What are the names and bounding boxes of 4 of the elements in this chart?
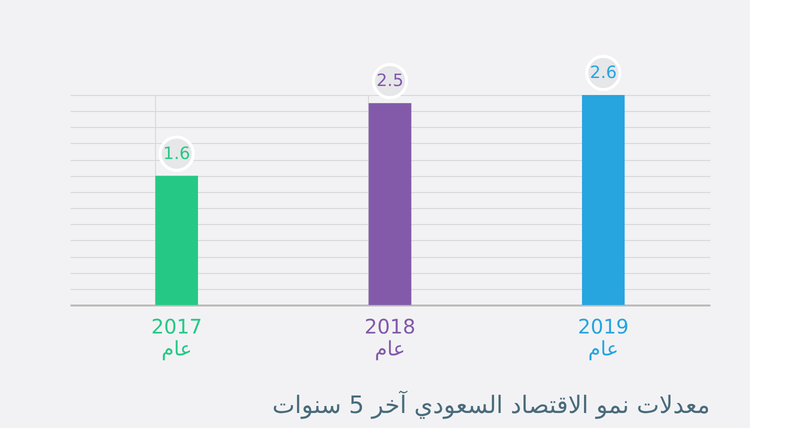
data-label: 1.6 (163, 144, 190, 164)
data-label: 2.6 (590, 63, 617, 83)
data-label: 2.5 (376, 71, 404, 92)
text: معدلات نمو الاقتصاد السعودي آخر 5 سنوات (272, 390, 710, 419)
